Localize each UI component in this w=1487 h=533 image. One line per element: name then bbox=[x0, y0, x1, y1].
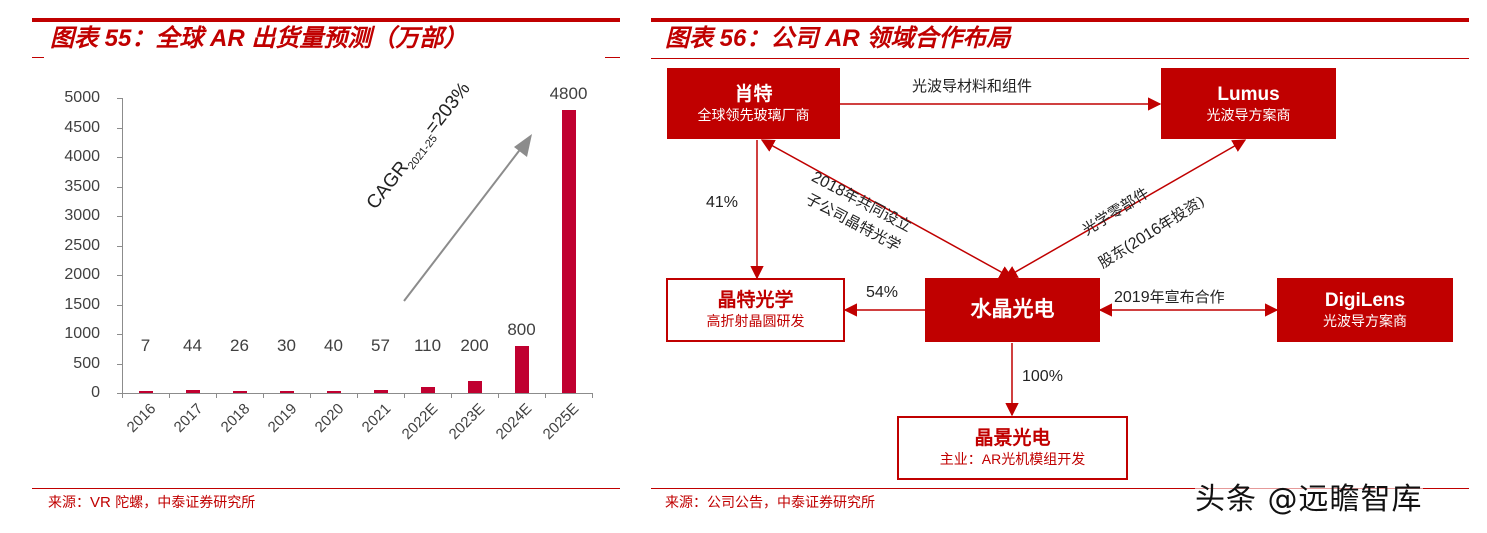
bar-value-label: 800 bbox=[507, 319, 536, 339]
y-tick-label: 0 bbox=[91, 384, 100, 401]
node-lumus-desc: 光波导方案商 bbox=[1206, 106, 1291, 123]
x-tick-mark bbox=[498, 393, 499, 398]
right-header-rule bbox=[651, 18, 1469, 22]
node-crystal-optech: 水晶光电 bbox=[925, 278, 1100, 342]
x-tick-mark bbox=[216, 393, 217, 398]
y-tick-mark bbox=[117, 393, 122, 394]
bar-value-label: 200 bbox=[460, 336, 489, 355]
node-lumus-name: Lumus bbox=[1217, 83, 1280, 105]
bar-value-label: 57 bbox=[371, 336, 390, 355]
y-tick-label: 1500 bbox=[64, 295, 100, 313]
left-title-underline-right bbox=[605, 57, 620, 58]
edge-label-41pct: 41% bbox=[706, 194, 739, 211]
y-tick-label: 4500 bbox=[64, 118, 100, 136]
y-tick-label: 2000 bbox=[64, 266, 100, 283]
y-tick-mark bbox=[117, 334, 122, 335]
y-tick-label: 3500 bbox=[64, 177, 100, 195]
node-jingte-name: 晶特光学 bbox=[717, 290, 794, 311]
bar-2023E bbox=[467, 381, 482, 393]
y-tick-label: 4000 bbox=[64, 148, 100, 165]
bar-value-label: 30 bbox=[277, 336, 296, 355]
bar-value-label: 4800 bbox=[549, 83, 588, 103]
node-lumus: Lumus 光波导方案商 bbox=[1161, 68, 1336, 139]
bar-2017 bbox=[185, 390, 200, 393]
x-tick-mark bbox=[404, 393, 405, 398]
edge-label-2019-coop: 2019年宣布合作 bbox=[1114, 286, 1225, 307]
left-figure-title: 图表 55：全球 AR 出货量预测（万部） bbox=[50, 25, 468, 52]
y-tick-mark bbox=[117, 98, 122, 99]
left-source: 来源：VR 陀螺，中泰证券研究所 bbox=[48, 494, 255, 512]
bar-value-label: 7 bbox=[140, 336, 151, 355]
left-source-rule bbox=[32, 488, 620, 489]
x-tick-mark bbox=[592, 393, 593, 398]
bar-value-label: 26 bbox=[230, 336, 249, 355]
node-jingte: 晶特光学 高折射晶圆研发 bbox=[666, 278, 845, 342]
x-tick-mark bbox=[263, 393, 264, 398]
node-digilens: DigiLens 光波导方案商 bbox=[1277, 278, 1453, 342]
bar-value-label: 44 bbox=[183, 336, 202, 355]
cagr-arrow-icon bbox=[403, 134, 532, 302]
x-tick-mark bbox=[357, 393, 358, 398]
right-source-rule bbox=[651, 488, 1469, 489]
edge-2019-text: 年宣布合作 bbox=[1149, 288, 1225, 306]
bar-value-label: 110 bbox=[413, 336, 442, 355]
bar-chart: 0 500 1000 1500 2000 2500 3000 3500 4000 4500 5000… bbox=[0, 0, 620, 470]
y-tick-mark bbox=[117, 363, 122, 365]
y-axis-line bbox=[122, 98, 123, 394]
bar-2021 bbox=[373, 389, 388, 393]
bar-2024E bbox=[514, 345, 529, 393]
node-jingjing-desc: 主业：AR光机模组开发 bbox=[939, 451, 1086, 467]
y-tick-label: 3000 bbox=[64, 207, 100, 224]
node-schott-name: 肖特 bbox=[734, 83, 773, 105]
y-tick-mark bbox=[117, 186, 122, 188]
right-source: 来源：公司公告，中泰证券研究所 bbox=[665, 495, 875, 511]
node-digilens-desc: 光波导方案商 bbox=[1323, 313, 1407, 329]
node-digilens-name: DigiLens bbox=[1324, 290, 1406, 311]
node-schott: 肖特 全球领先玻璃厂商 bbox=[667, 68, 840, 139]
node-crystal-name: 水晶光电 bbox=[970, 298, 1055, 321]
left-source-vr: VR bbox=[90, 494, 111, 511]
y-tick-label: 2500 bbox=[64, 236, 100, 254]
x-tick-mark bbox=[310, 393, 311, 398]
y-tick-mark bbox=[117, 275, 122, 276]
y-tick-label: 1000 bbox=[64, 325, 100, 342]
edge-label-54pct: 54% bbox=[866, 284, 899, 301]
edge-label-schott-lumus: 光波导材料和组件 bbox=[912, 77, 1033, 95]
y-tick-label: 500 bbox=[73, 354, 100, 372]
bar-value-label: 40 bbox=[324, 336, 343, 355]
y-tick-label: 5000 bbox=[64, 89, 100, 106]
left-title-underline-left bbox=[32, 57, 44, 58]
edge-2019-num: 2019 bbox=[1114, 289, 1150, 306]
node-jingjing-name: 晶景光电 bbox=[974, 428, 1051, 449]
node-jingte-desc: 高折射晶圆研发 bbox=[706, 313, 805, 329]
edge-label-100pct: 100% bbox=[1022, 368, 1063, 385]
y-tick-mark bbox=[117, 157, 122, 158]
bar-2018 bbox=[232, 391, 247, 393]
x-tick-mark bbox=[169, 393, 170, 398]
right-title-underline bbox=[651, 58, 1469, 59]
left-source-prefix: 来源： bbox=[48, 495, 90, 511]
bar-2019 bbox=[279, 391, 294, 393]
left-header-rule bbox=[32, 18, 620, 22]
bar-2022E bbox=[420, 386, 435, 393]
bar-2020 bbox=[326, 390, 341, 393]
x-tick-mark bbox=[451, 393, 452, 398]
y-tick-mark bbox=[117, 216, 122, 217]
bar-2025E bbox=[561, 109, 576, 393]
bar-2016 bbox=[138, 391, 153, 393]
node-schott-desc: 全球领先玻璃厂商 bbox=[697, 106, 810, 123]
watermark: 头条 @远瞻智库 bbox=[1195, 474, 1423, 518]
x-tick-mark bbox=[122, 393, 123, 398]
y-tick-mark bbox=[117, 127, 122, 129]
node-jingjing: 晶景光电 主业：AR光机模组开发 bbox=[897, 416, 1128, 480]
y-tick-mark bbox=[117, 245, 122, 247]
left-source-rest: 陀螺，中泰证券研究所 bbox=[110, 495, 256, 511]
x-tick-mark bbox=[545, 393, 546, 398]
y-tick-mark bbox=[117, 304, 122, 306]
right-figure-title: 图表 56：公司 AR 领域合作布局 bbox=[665, 25, 1011, 52]
